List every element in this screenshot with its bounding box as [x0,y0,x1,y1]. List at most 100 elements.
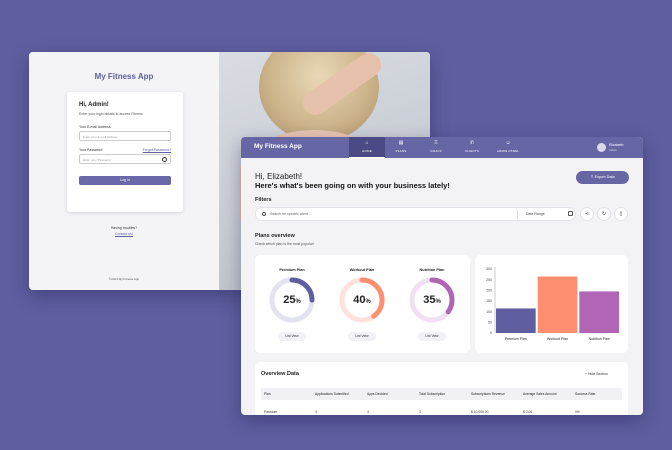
table-header-cell: Total Subscription [419,392,446,396]
plan-percent: 35% [423,294,441,306]
navbar: My Fitness App ⌂ HOME ▤ PLANS ♖ GOALS ✆ … [241,137,643,158]
table-header-cell: Apps Decided [367,392,388,396]
table-cell: 4 [367,410,369,414]
table-header-cell: Subscriptions Revenue [471,392,505,396]
plan-name: Workout Plan [349,268,375,272]
share-button[interactable]: ⋖ [580,207,594,221]
user-role: Admin [609,147,617,152]
list-view-button[interactable]: List View [348,332,376,341]
plan-name: Nutrition Plan [419,268,445,272]
table-cell: $ 0.00 [523,410,533,414]
plans-bar-chart: 0 50 100 150 200 250 300 Premium Plan Workout Pl… [486,267,619,341]
plan-percent-value: 35 [423,294,436,306]
nav-brand: My Fitness App [254,143,302,150]
y-tick-label: 200 [486,289,492,293]
calendar-icon[interactable] [568,211,573,216]
y-tick-label: 250 [486,278,492,282]
email-label: Your E-mail Address [79,125,111,129]
y-tick-label: 300 [486,267,492,271]
user-name: Elizabeth [609,143,624,147]
email-field[interactable]: Enter your E-mail address [79,131,171,141]
password-label: Your Password [79,148,103,152]
plan-percent-value: 40 [353,294,366,306]
plans-bar-chart-card: 0 50 100 150 200 250 300 Premium Plan Workout Pl… [475,255,628,353]
plus-icon: + [585,372,589,376]
list-view-button[interactable]: List View [278,332,306,341]
user-info[interactable]: Elizabeth Admin [609,143,623,152]
table-cell: Premium [264,410,278,414]
login-help: Having troubles? Contact us! [29,225,219,237]
nav-clients[interactable]: ✆ CLIENTS [454,137,490,158]
plan-name: Premium Plan [279,268,305,272]
login-panel: My Fitness App Hi, Admin! Enter your log… [29,52,219,290]
copyright: ©2024 My Fitness App [108,277,140,281]
nav-plans-label: PLANS [395,149,407,153]
plan-percent-value: 25 [283,294,296,306]
plan-workout: Workout Plan 40% List View [327,255,397,353]
overview-title: Overview Data [261,371,299,377]
refresh-icon: ↻ [601,211,607,217]
phone-icon: ✆ [469,140,475,146]
users-icon: ☺ [505,140,511,146]
login-button[interactable]: Log In [79,176,171,185]
x-tick-label: Workout Plan [547,337,568,341]
table-header: Plan Applications Submitted Apps Decided… [261,388,622,400]
trophy-icon: ♖ [433,140,439,146]
table-header-cell: Applications Submitted [315,392,349,396]
nav-home[interactable]: ⌂ HOME [349,137,385,158]
search-input[interactable]: Search for specific client... [270,212,311,216]
plans-overview-subtitle: Check which plan is the most popular! [255,242,314,246]
greeting: Hi, Elizabeth! [255,172,303,181]
page-title: Here's what's been going on with your bu… [255,181,450,190]
bar [579,291,619,333]
nav-goals[interactable]: ♖ GOALS [418,137,454,158]
nav-admin[interactable]: ☺ ADMIN PANEL [490,137,526,158]
plan-percent: 25% [283,294,301,306]
table-header-cell: Average Sales Amount [523,392,557,396]
refresh-button[interactable]: ↻ [597,207,611,221]
x-tick-label: Nutrition Plan [589,337,610,341]
table-header-cell: Plan [264,392,271,396]
table-cell: 3 [419,410,421,414]
document-button[interactable]: ▯ [614,207,628,221]
hide-section-button[interactable]: + Hide Section [585,372,608,376]
forgot-password-link[interactable]: Forgot Password? [142,148,171,152]
nav-goals-label: GOALS [430,149,442,153]
export-data-button[interactable]: ⇪ Export Data [576,171,629,184]
plan-premium: Premium Plan 25% List View [257,255,327,353]
y-tick-label: 0 [490,331,492,335]
y-tick-label: 100 [486,310,492,314]
overview-data-card: Overview Data + Hide Section Plan Applic… [255,362,628,415]
document-icon: ▯ [619,211,623,217]
nav-clients-label: CLIENTS [464,149,480,153]
table-header-cell: Success Rate [575,392,596,396]
clipboard-icon: ▤ [398,140,404,146]
table-cell: 0% [575,410,580,414]
bar [496,308,536,333]
login-greeting: Hi, Admin! [79,102,109,108]
eye-icon[interactable] [162,157,167,162]
filters-title: Filters [255,197,272,203]
avatar[interactable] [597,143,606,152]
export-label: Export Data [594,175,615,179]
login-brand: My Fitness App [94,72,154,81]
x-tick-label: Premium Plan [505,337,527,341]
divider [517,210,518,219]
table-cell: $ 10,000.00 [471,410,489,414]
bar [537,276,578,333]
search-bar[interactable]: Search for specific client... Date Range [255,207,576,221]
plan-nutrition: Nutrition Plan 35% List View [397,255,467,353]
y-tick-label: 50 [488,321,492,325]
contact-link[interactable]: Contact us! [115,232,133,236]
password-field[interactable]: Enter your Password [79,154,171,164]
plans-card: Premium Plan 25% List View Workout Plan … [255,255,470,353]
search-icon [262,211,266,216]
plan-percent: 40% [353,294,371,306]
list-view-button[interactable]: List View [418,332,446,341]
date-range-input[interactable]: Date Range [526,212,545,216]
nav-plans[interactable]: ▤ PLANS [383,137,419,158]
help-text: Having troubles? [110,226,138,230]
hide-section-label: Hide Section [588,372,608,376]
table-cell: 4 [315,410,317,414]
nav-home-label: HOME [362,149,372,153]
